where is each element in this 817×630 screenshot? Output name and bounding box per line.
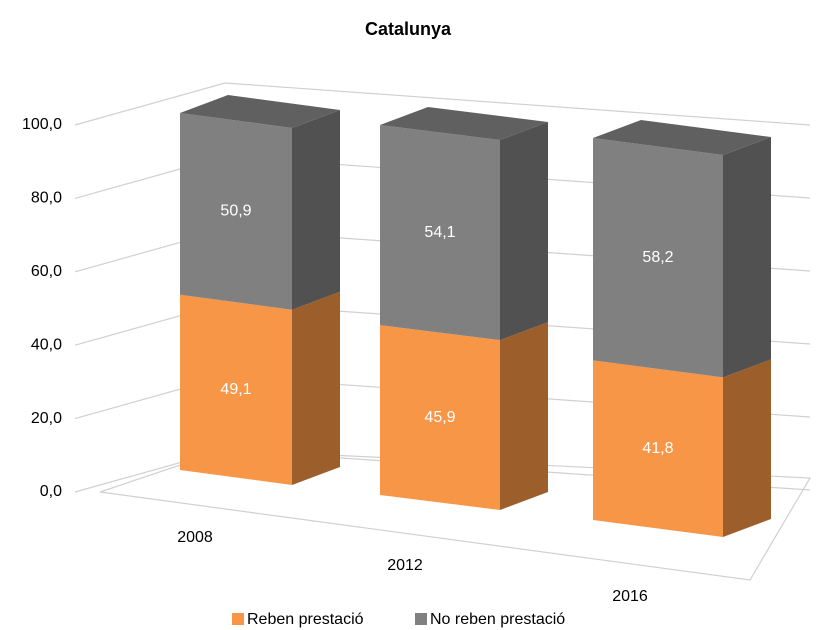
value-label: 50,9 — [220, 203, 251, 220]
value-label: 45,9 — [424, 409, 455, 426]
x-tick-label: 2008 — [177, 529, 213, 546]
bar-top — [380, 107, 548, 140]
bar-front — [380, 125, 500, 341]
grid-line — [74, 82, 811, 126]
legend-label: Reben prestació — [247, 611, 364, 628]
legend-swatch — [232, 613, 244, 625]
bar-front — [180, 113, 292, 310]
bar-front — [593, 138, 723, 378]
y-tick-label: 100,0 — [22, 116, 62, 133]
bar-side — [723, 137, 771, 378]
bar-top — [180, 95, 340, 128]
bar-front — [180, 294, 292, 485]
bar-side — [292, 291, 340, 485]
x-tick-label: 2012 — [387, 557, 423, 574]
y-tick-label: 60,0 — [31, 263, 62, 280]
y-tick-label: 20,0 — [31, 410, 62, 427]
bar-side — [500, 322, 548, 510]
x-tick-label: 2016 — [612, 588, 648, 605]
bar-top — [593, 120, 771, 155]
legend-swatch — [415, 613, 427, 625]
bar-side — [723, 359, 771, 537]
bar-front — [380, 325, 500, 510]
bar-front — [593, 360, 723, 537]
y-tick-label: 40,0 — [31, 336, 62, 353]
value-label: 58,2 — [642, 249, 673, 266]
value-label: 54,1 — [424, 224, 455, 241]
value-label: 41,8 — [642, 440, 673, 457]
bar-side — [500, 122, 548, 341]
legend-label: No reben prestació — [430, 611, 565, 628]
chart-title: Catalunya — [365, 19, 452, 39]
y-tick-label: 0,0 — [40, 483, 62, 500]
y-tick-label: 80,0 — [31, 190, 62, 207]
value-label: 49,1 — [220, 381, 251, 398]
bar-side — [292, 110, 340, 310]
